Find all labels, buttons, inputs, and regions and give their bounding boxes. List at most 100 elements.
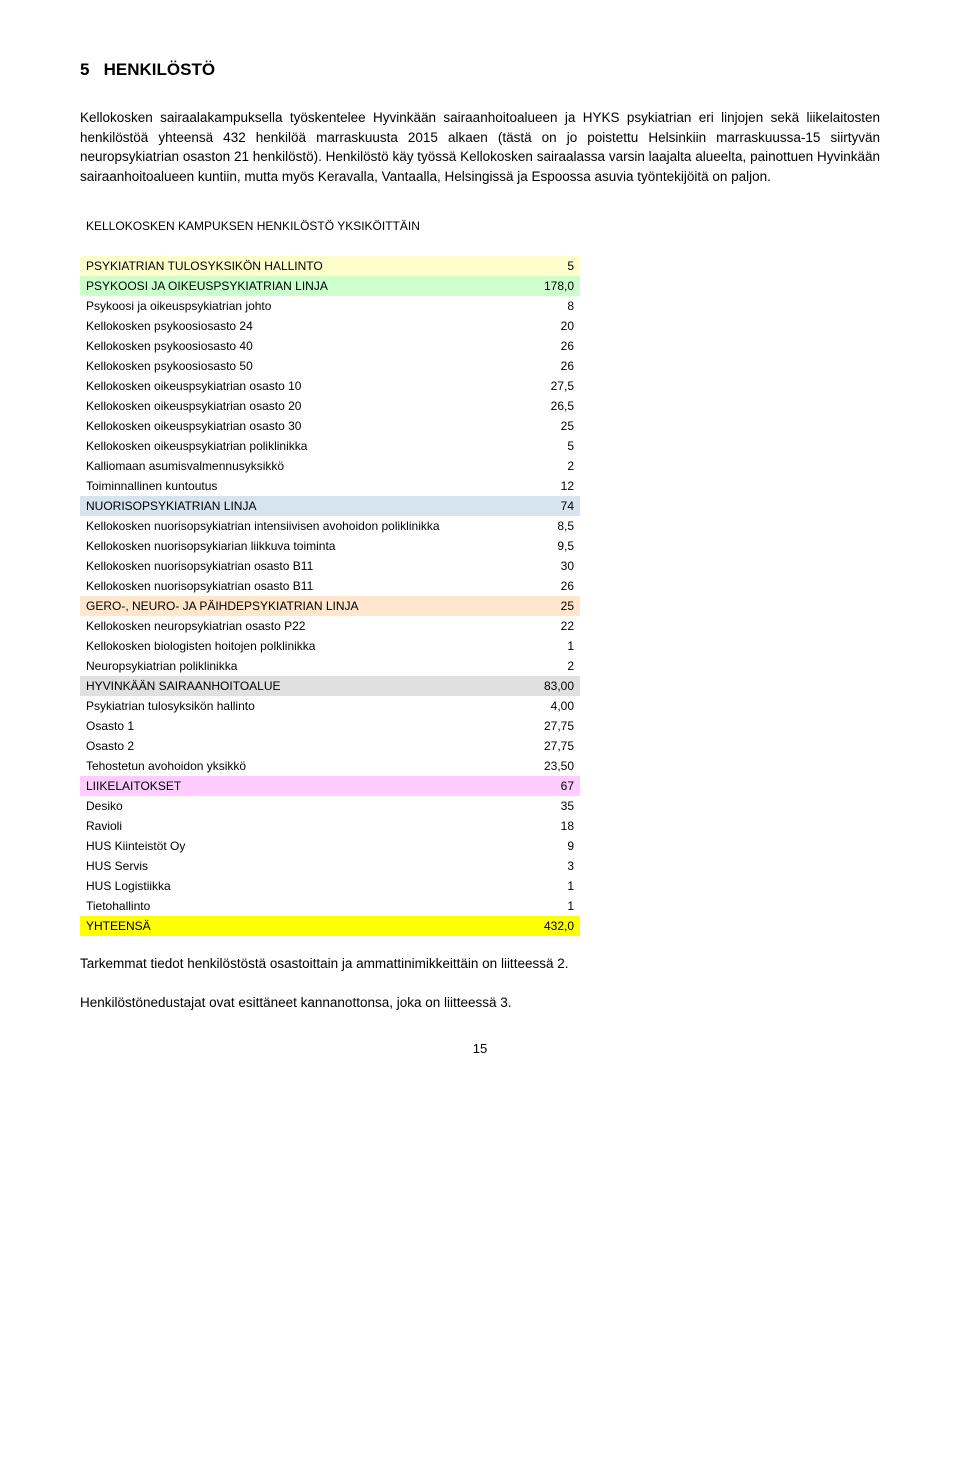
row-value: 22	[492, 616, 580, 636]
table-row: Osasto 127,75	[80, 716, 580, 736]
row-label: Ravioli	[80, 816, 492, 836]
row-value: 83,00	[492, 676, 580, 696]
row-label: Kellokosken oikeuspsykiatrian osasto 10	[80, 376, 492, 396]
table-row: Tietohallinto1	[80, 896, 580, 916]
table-row: Kellokosken nuorisopsykiatrian osasto B1…	[80, 556, 580, 576]
row-value: 2	[492, 456, 580, 476]
footer-line-2: Henkilöstönedustajat ovat esittäneet kan…	[80, 993, 880, 1013]
row-label: Tehostetun avohoidon yksikkö	[80, 756, 492, 776]
row-label: Psykiatrian tulosyksikön hallinto	[80, 696, 492, 716]
row-label: Osasto 1	[80, 716, 492, 736]
table-row: Neuropsykiatrian poliklinikka2	[80, 656, 580, 676]
row-label: Kellokosken nuorisopsykiatrian osasto B1…	[80, 576, 492, 596]
row-value: 27,75	[492, 716, 580, 736]
row-label: NUORISOPSYKIATRIAN LINJA	[80, 496, 492, 516]
row-value: 1	[492, 876, 580, 896]
table-row: Psykiatrian tulosyksikön hallinto4,00	[80, 696, 580, 716]
table-row: HYVINKÄÄN SAIRAANHOITOALUE83,00	[80, 676, 580, 696]
row-label: Kellokosken psykoosiosasto 24	[80, 316, 492, 336]
table-title-row: KELLOKOSKEN KAMPUKSEN HENKILÖSTÖ YKSIKÖI…	[80, 216, 580, 236]
table-row: Desiko35	[80, 796, 580, 816]
footer-line-1: Tarkemmat tiedot henkilöstöstä osastoitt…	[80, 954, 880, 974]
row-value: 26	[492, 336, 580, 356]
row-label: Tietohallinto	[80, 896, 492, 916]
row-value: 35	[492, 796, 580, 816]
intro-paragraph: Kellokosken sairaalakampuksella työskent…	[80, 108, 880, 186]
row-value: 3	[492, 856, 580, 876]
row-label: Kellokosken oikeuspsykiatrian osasto 30	[80, 416, 492, 436]
table-row: GERO-, NEURO- JA PÄIHDEPSYKIATRIAN LINJA…	[80, 596, 580, 616]
row-value: 67	[492, 776, 580, 796]
row-label: Kellokosken psykoosiosasto 50	[80, 356, 492, 376]
table-row: Kellokosken psykoosiosasto 5026	[80, 356, 580, 376]
row-label: Kalliomaan asumisvalmennusyksikkö	[80, 456, 492, 476]
row-value: 30	[492, 556, 580, 576]
row-value: 4,00	[492, 696, 580, 716]
row-value: 74	[492, 496, 580, 516]
table-row: Kellokosken oikeuspsykiatrian osasto 202…	[80, 396, 580, 416]
blank-row	[80, 236, 580, 256]
row-label: Desiko	[80, 796, 492, 816]
table-row: Kellokosken oikeuspsykiatrian osasto 102…	[80, 376, 580, 396]
table-row: LIIKELAITOKSET67	[80, 776, 580, 796]
row-value: 26	[492, 356, 580, 376]
row-label: HUS Servis	[80, 856, 492, 876]
row-label: YHTEENSÄ	[80, 916, 492, 936]
row-value: 5	[492, 256, 580, 276]
table-row: Kellokosken psykoosiosasto 2420	[80, 316, 580, 336]
staff-data-table: PSYKIATRIAN TULOSYKSIKÖN HALLINTO5PSYKOO…	[80, 256, 580, 936]
row-label: HYVINKÄÄN SAIRAANHOITOALUE	[80, 676, 492, 696]
table-row: Ravioli18	[80, 816, 580, 836]
row-value: 26,5	[492, 396, 580, 416]
row-label: Psykoosi ja oikeuspsykiatrian johto	[80, 296, 492, 316]
row-value: 25	[492, 416, 580, 436]
row-label: HUS Kiinteistöt Oy	[80, 836, 492, 856]
row-label: LIIKELAITOKSET	[80, 776, 492, 796]
table-title-value	[493, 216, 580, 236]
row-value: 18	[492, 816, 580, 836]
row-label: GERO-, NEURO- JA PÄIHDEPSYKIATRIAN LINJA	[80, 596, 492, 616]
staff-table: KELLOKOSKEN KAMPUKSEN HENKILÖSTÖ YKSIKÖI…	[80, 216, 580, 256]
row-value: 5	[492, 436, 580, 456]
table-row: Kellokosken neuropsykiatrian osasto P222…	[80, 616, 580, 636]
row-label: Kellokosken oikeuspsykiatrian osasto 20	[80, 396, 492, 416]
table-title: KELLOKOSKEN KAMPUKSEN HENKILÖSTÖ YKSIKÖI…	[80, 216, 493, 236]
row-label: Kellokosken biologisten hoitojen polklin…	[80, 636, 492, 656]
row-value: 432,0	[492, 916, 580, 936]
row-label: Neuropsykiatrian poliklinikka	[80, 656, 492, 676]
row-value: 9,5	[492, 536, 580, 556]
table-row: HUS Kiinteistöt Oy9	[80, 836, 580, 856]
table-row: Kellokosken nuorisopsykiarian liikkuva t…	[80, 536, 580, 556]
row-value: 1	[492, 636, 580, 656]
row-label: Osasto 2	[80, 736, 492, 756]
table-row: Kalliomaan asumisvalmennusyksikkö2	[80, 456, 580, 476]
row-label: Kellokosken oikeuspsykiatrian poliklinik…	[80, 436, 492, 456]
table-row: Kellokosken oikeuspsykiatrian poliklinik…	[80, 436, 580, 456]
row-label: Kellokosken psykoosiosasto 40	[80, 336, 492, 356]
table-row: HUS Servis3	[80, 856, 580, 876]
table-row: NUORISOPSYKIATRIAN LINJA74	[80, 496, 580, 516]
row-value: 26	[492, 576, 580, 596]
table-row: Kellokosken nuorisopsykiatrian osasto B1…	[80, 576, 580, 596]
table-row: Kellokosken oikeuspsykiatrian osasto 302…	[80, 416, 580, 436]
row-label: Toiminnallinen kuntoutus	[80, 476, 492, 496]
table-row: Osasto 227,75	[80, 736, 580, 756]
row-label: Kellokosken neuropsykiatrian osasto P22	[80, 616, 492, 636]
page-number: 15	[80, 1041, 880, 1056]
row-value: 1	[492, 896, 580, 916]
row-label: PSYKOOSI JA OIKEUSPSYKIATRIAN LINJA	[80, 276, 492, 296]
row-value: 20	[492, 316, 580, 336]
section-number: 5	[80, 60, 89, 79]
table-row: Tehostetun avohoidon yksikkö23,50	[80, 756, 580, 776]
table-row: PSYKOOSI JA OIKEUSPSYKIATRIAN LINJA178,0	[80, 276, 580, 296]
row-label: Kellokosken nuorisopsykiarian liikkuva t…	[80, 536, 492, 556]
row-value: 27,5	[492, 376, 580, 396]
table-row: Kellokosken biologisten hoitojen polklin…	[80, 636, 580, 656]
row-value: 9	[492, 836, 580, 856]
section-heading: 5 HENKILÖSTÖ	[80, 60, 880, 80]
section-title-text: HENKILÖSTÖ	[104, 60, 215, 79]
row-value: 8,5	[492, 516, 580, 536]
row-label: Kellokosken nuorisopsykiatrian osasto B1…	[80, 556, 492, 576]
row-label: Kellokosken nuorisopsykiatrian intensiiv…	[80, 516, 492, 536]
table-row: HUS Logistiikka1	[80, 876, 580, 896]
